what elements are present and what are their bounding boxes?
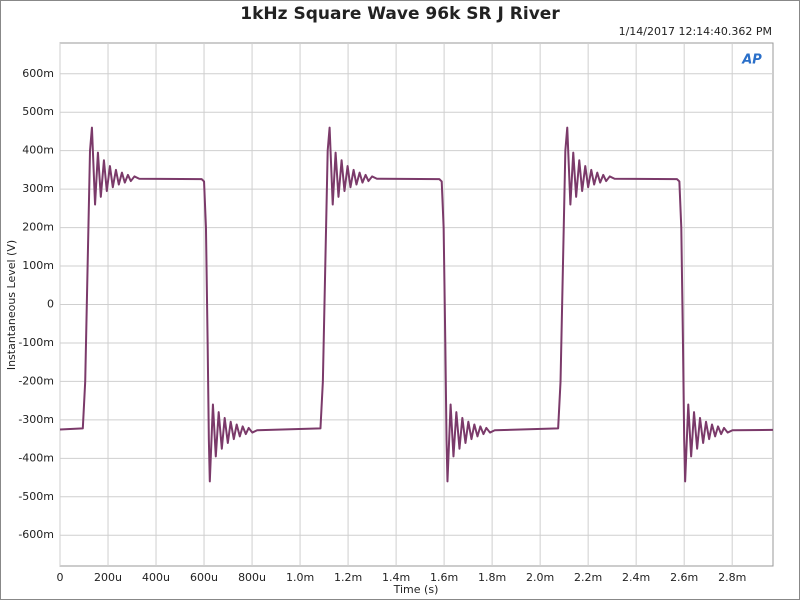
chart-title: 1kHz Square Wave 96k SR J River [240,4,560,24]
y-tick-label: 200m [22,221,54,234]
y-tick-label: 600m [22,67,54,80]
y-tick-label: -100m [18,336,54,349]
y-tick-label: -300m [18,413,54,426]
x-tick-label: 2.2m [574,571,602,584]
y-tick-label: 500m [22,105,54,118]
data-line [59,126,774,483]
y-tick-label: -500m [18,490,54,503]
timestamp: 1/14/2017 12:14:40.362 PM [619,25,772,38]
x-tick-label: 1.2m [334,571,362,584]
x-tick-label: 800u [238,571,266,584]
x-tick-label: 1.0m [286,571,314,584]
y-tick-label: 0 [47,298,54,311]
x-tick-label: 2.0m [526,571,554,584]
y-axis-label: Instantaneous Level (V) [5,240,18,370]
x-tick-label: 400u [142,571,170,584]
x-tick-label: 1.8m [478,571,506,584]
x-tick-label: 1.6m [430,571,458,584]
y-tick-label: 100m [22,259,54,272]
x-tick-label: 600u [190,571,218,584]
x-axis-label: Time (s) [393,583,439,596]
y-tick-label: -600m [18,528,54,541]
x-tick-label: 0 [57,571,64,584]
y-tick-label: 300m [22,182,54,195]
y-tick-label: -200m [18,374,54,387]
x-tick-label: 2.4m [622,571,650,584]
logo: AP [741,53,762,68]
x-tick-label: 2.8m [718,571,746,584]
y-tick-label: -400m [18,451,54,464]
x-tick-label: 200u [94,571,122,584]
x-tick-label: 2.6m [670,571,698,584]
y-tick-label: 400m [22,144,54,157]
x-tick-label: 1.4m [382,571,410,584]
